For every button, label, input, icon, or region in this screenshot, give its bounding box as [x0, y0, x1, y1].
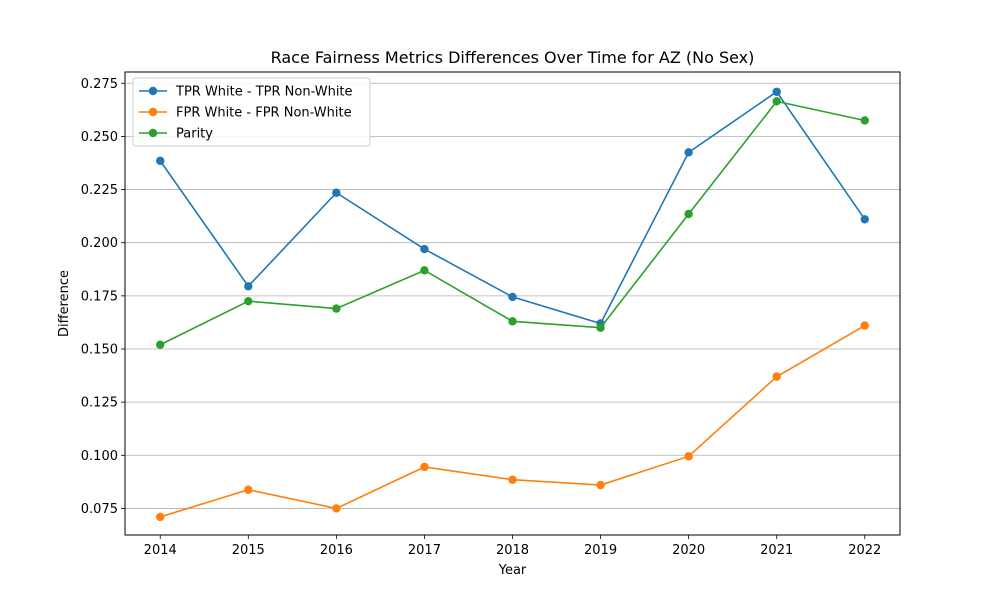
data-point [332, 304, 341, 313]
data-point [508, 292, 517, 302]
legend-marker [148, 128, 158, 138]
legend-label: Parity [176, 127, 213, 142]
x-axis-label: Year [498, 563, 527, 578]
legend-item: Parity [139, 127, 213, 142]
y-tick-label: 0.200 [81, 236, 118, 251]
x-tick-label: 2017 [408, 543, 441, 558]
y-tick-label: 0.250 [81, 130, 118, 145]
data-point [420, 462, 429, 472]
data-point [420, 244, 429, 254]
legend: TPR White - TPR Non-White FPR White - FPR… [132, 77, 371, 147]
data-point [420, 266, 429, 275]
x-axis: 2014 2015 2016 2017 2018 2019 2020 2021 2022 [144, 535, 881, 558]
data-point [156, 512, 165, 522]
legend-label: FPR White - FPR Non-White [176, 106, 352, 121]
data-point [244, 282, 253, 291]
data-point [244, 485, 253, 494]
data-point [772, 372, 781, 381]
legend-label: TPR White - TPR Non-White [175, 85, 353, 100]
data-point [860, 321, 869, 330]
legend-item: FPR White - FPR Non-White [139, 106, 352, 121]
series-2 [156, 97, 869, 349]
series-line [159, 324, 866, 518]
data-point [508, 317, 517, 326]
data-point [332, 504, 341, 513]
y-tick-label: 0.125 [81, 396, 118, 411]
y-tick-label: 0.225 [81, 183, 118, 198]
data-point [508, 475, 517, 484]
y-tick-label: 0.275 [81, 77, 118, 92]
y-axis: 0.075 0.100 0.125 0.150 0.175 0.200 0.225 0.250… [81, 77, 125, 517]
x-tick-label: 2022 [848, 543, 881, 558]
data-point [772, 97, 781, 106]
y-axis-label: Difference [57, 270, 72, 337]
y-tick-label: 0.075 [81, 502, 118, 517]
data-point [860, 116, 869, 125]
x-tick-label: 2014 [144, 543, 177, 558]
legend-marker [148, 86, 158, 96]
legend-box [132, 77, 371, 147]
x-tick-label: 2018 [496, 543, 529, 558]
data-point [684, 452, 693, 461]
legend-item: TPR White - TPR Non-White [139, 85, 353, 100]
data-point [332, 188, 341, 197]
y-tick-label: 0.100 [81, 449, 118, 464]
data-point [156, 156, 165, 166]
x-tick-label: 2021 [760, 543, 793, 558]
data-point [860, 215, 869, 224]
x-tick-label: 2019 [584, 543, 617, 558]
x-tick-label: 2016 [320, 543, 353, 558]
series-0 [156, 87, 869, 328]
data-point [772, 87, 781, 96]
x-tick-label: 2015 [232, 543, 265, 558]
chart-title: Race Fairness Metrics Differences Over T… [271, 48, 755, 67]
series-layer [156, 87, 869, 522]
data-point [156, 340, 165, 349]
x-tick-label: 2020 [672, 543, 705, 558]
y-tick-label: 0.175 [81, 289, 118, 304]
series-1 [156, 321, 869, 522]
legend-marker [148, 107, 158, 117]
data-point [596, 323, 605, 332]
data-point [596, 480, 605, 490]
data-point [244, 296, 253, 306]
data-point [684, 209, 693, 219]
data-point [684, 148, 693, 157]
y-tick-label: 0.150 [81, 342, 118, 357]
